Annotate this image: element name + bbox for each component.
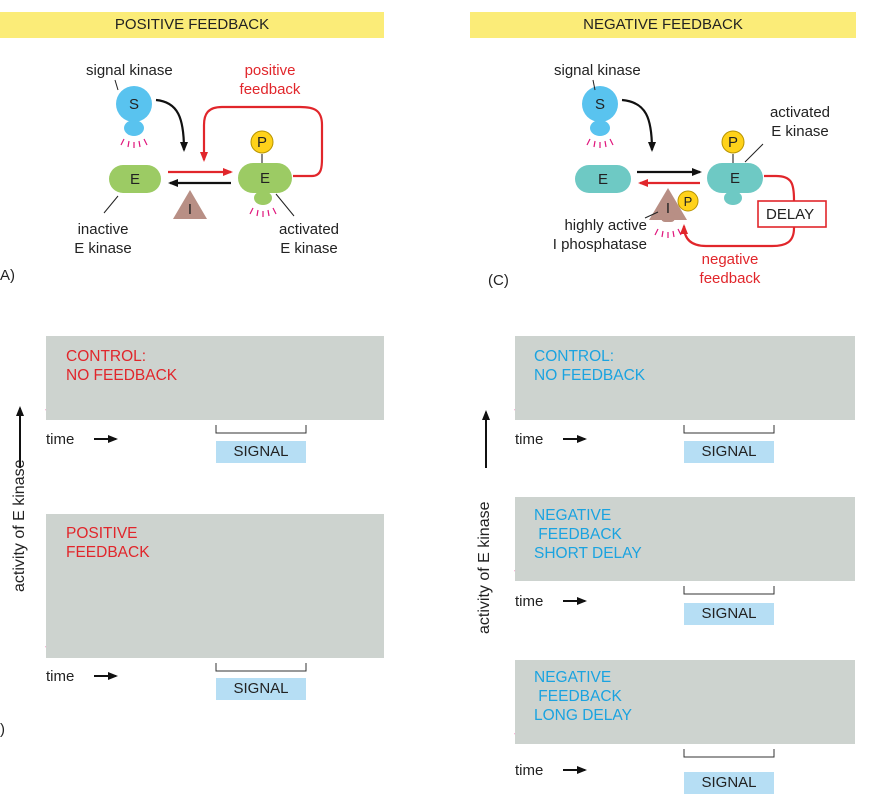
inactive-pointer xyxy=(103,195,119,214)
phosphate-p-icon-c xyxy=(721,130,745,163)
activated-pointer-c xyxy=(744,143,764,163)
p-node-letter-c: P xyxy=(727,134,738,151)
activated-pointer xyxy=(275,193,295,217)
left-positive-time-label: time xyxy=(46,668,75,685)
inactive-line1: inactive xyxy=(77,221,129,238)
positive-feedback-line2: feedback xyxy=(239,81,301,98)
right-control-label: CONTROL: NO FEEDBACK xyxy=(534,348,646,384)
activated-line1: activated xyxy=(278,221,340,238)
panel-a-inactive-label: inactive E kinase xyxy=(58,220,148,258)
right-short-label: NEGATIVE FEEDBACK SHORT DELAY xyxy=(534,507,642,562)
positive-feedback-banner: POSITIVE FEEDBACK xyxy=(0,12,384,38)
left-control-signal-bracket xyxy=(215,425,307,434)
right-long-signal: SIGNAL xyxy=(684,772,774,794)
left-positive-label: POSITIVE FEEDBACK xyxy=(66,525,150,561)
left-control-time-label: time xyxy=(46,431,75,448)
right-long-time-label: time xyxy=(515,762,544,779)
panel-c-diagram xyxy=(575,79,827,248)
inactive-line2: E kinase xyxy=(74,240,132,257)
phosphatase-line1: highly active xyxy=(564,217,647,234)
inactive-e-kinase-icon xyxy=(109,165,161,193)
i-node-letter-c: I xyxy=(665,200,671,217)
right-short-signal-bracket xyxy=(683,586,775,595)
left-control-label: CONTROL: NO FEEDBACK xyxy=(66,348,178,384)
panel-c-delay-label: DELAY xyxy=(766,206,815,223)
right-control-signal-bracket xyxy=(683,425,775,434)
plot-left-control xyxy=(46,336,384,420)
left-y-axis-label: activity of E kinase xyxy=(11,459,28,593)
right-long-signal-bracket xyxy=(683,749,775,758)
phosphate-p-icon-c2 xyxy=(677,190,699,212)
panel-c-phosphatase-label: highly active I phosphatase xyxy=(497,216,647,254)
panel-a-signal-kinase-label: signal kinase xyxy=(86,62,173,79)
negative-feedback-line2: feedback xyxy=(699,270,761,287)
right-short-time-label: time xyxy=(515,593,544,610)
positive-feedback-loop xyxy=(200,105,324,178)
s-node-letter: S xyxy=(128,96,139,113)
signal-kinase-pointer-c xyxy=(592,79,596,91)
plot-right-control xyxy=(515,336,855,420)
panel-c-letter: (C) xyxy=(488,272,509,289)
e-node-letter-active: E xyxy=(259,170,270,187)
signal-arrow xyxy=(155,98,188,152)
phosphatase-pointer xyxy=(644,211,659,219)
panel-a-positive-feedback-label: positive feedback xyxy=(222,61,318,99)
bottom-left-panel-letter: ) xyxy=(0,721,5,738)
negative-feedback-banner: NEGATIVE FEEDBACK xyxy=(470,12,856,38)
phosphate-p-icon xyxy=(250,130,274,163)
plot-right-long xyxy=(515,660,855,744)
s-node-letter-c: S xyxy=(594,96,605,113)
p-node-letter-c2: P xyxy=(683,194,693,209)
activated-e-kinase-icon xyxy=(238,163,292,217)
positive-feedback-line1: positive xyxy=(244,62,296,79)
panel-a-activated-label: activated E kinase xyxy=(264,220,354,258)
panel-a-diagram xyxy=(103,79,324,219)
activated-line2: E kinase xyxy=(280,240,338,257)
right-control-signal: SIGNAL xyxy=(684,441,774,463)
activated-e-kinase-icon-c xyxy=(707,163,763,205)
negative-feedback-loop xyxy=(680,174,796,248)
right-short-signal: SIGNAL xyxy=(684,603,774,625)
signal-arrow-c xyxy=(621,98,656,152)
signal-kinase-s-icon xyxy=(116,86,152,148)
phosphatase-i-icon xyxy=(173,190,207,219)
p-node-letter: P xyxy=(256,134,267,151)
signal-kinase-pointer xyxy=(114,79,119,91)
signal-kinase-s-icon-c xyxy=(582,86,618,148)
e-node-letter-active-c: E xyxy=(729,170,740,187)
panel-a-letter: A) xyxy=(0,267,15,284)
phosphatase-line2: I phosphatase xyxy=(552,236,647,253)
i-node-letter: I xyxy=(187,201,193,218)
right-control-time-label: time xyxy=(515,431,544,448)
panel-c-signal-kinase-label: signal kinase xyxy=(554,62,641,79)
left-positive-signal-bracket xyxy=(215,663,307,672)
activated-c-line2: E kinase xyxy=(771,123,829,140)
left-positive-signal: SIGNAL xyxy=(216,678,306,700)
right-long-label: NEGATIVE FEEDBACK LONG DELAY xyxy=(534,669,632,724)
plot-left-positive xyxy=(46,514,384,658)
e-node-letter-c: E xyxy=(597,171,608,188)
plot-right-short xyxy=(515,497,855,581)
activated-c-line1: activated xyxy=(769,104,831,121)
left-control-signal: SIGNAL xyxy=(216,441,306,463)
panel-c-activated-label: activated E kinase xyxy=(752,103,848,141)
inactive-e-kinase-icon-c xyxy=(575,165,631,193)
negative-feedback-line1: negative xyxy=(701,251,759,268)
right-y-axis-label: activity of E kinase xyxy=(476,501,493,635)
e-node-letter: E xyxy=(129,171,140,188)
delay-box xyxy=(757,200,827,228)
panel-c-negative-feedback-label: negative feedback xyxy=(680,250,780,288)
